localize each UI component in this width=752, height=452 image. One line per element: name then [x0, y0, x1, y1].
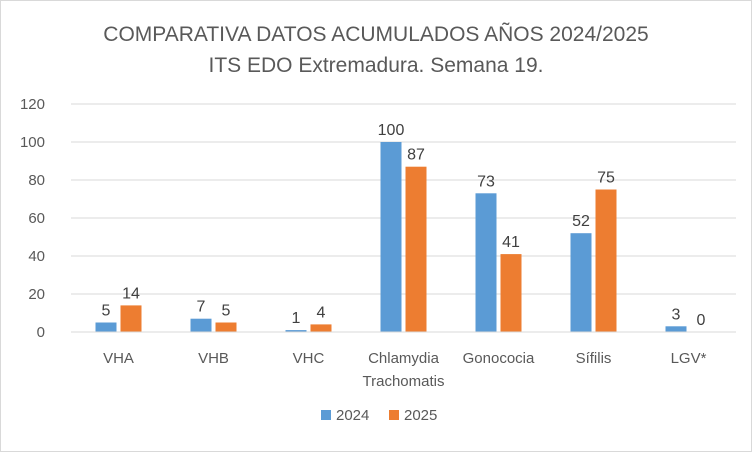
data-label: 75 [597, 170, 615, 187]
bar-2024-4 [475, 193, 497, 332]
bar-2024-6 [665, 326, 687, 332]
data-label: 73 [477, 173, 495, 190]
y-tick-label: 120 [20, 96, 45, 113]
data-label: 1 [292, 310, 301, 327]
data-label: 3 [672, 306, 681, 323]
bar-2025-5 [595, 189, 617, 332]
chart-title: COMPARATIVA DATOS ACUMULADOS AÑOS 2024/2… [103, 22, 648, 46]
x-tick-label: VHC [293, 350, 325, 367]
bar-2025-2 [310, 324, 332, 332]
chart-subtitle: ITS EDO Extremadura. Semana 19. [209, 54, 544, 77]
x-tick-label: Gonococia [463, 350, 535, 367]
bar-2024-5 [570, 233, 592, 332]
data-label: 7 [197, 299, 206, 316]
bar-2025-4 [500, 254, 522, 332]
data-label: 52 [572, 213, 590, 230]
y-tick-label: 0 [37, 324, 45, 341]
x-tick-label: Chlamydia [368, 350, 440, 367]
data-label: 100 [378, 122, 405, 139]
x-tick-label: VHA [103, 350, 134, 367]
data-label: 41 [502, 234, 520, 251]
x-tick-label: Sífilis [576, 350, 612, 367]
data-label: 87 [407, 147, 425, 164]
data-label: 0 [697, 312, 706, 329]
legend-swatch-2024 [321, 410, 331, 420]
data-label: 14 [122, 285, 140, 302]
y-axis-ticks: 0 20 40 60 80 100 120 [20, 96, 45, 341]
bars [95, 142, 687, 332]
legend-swatch-2025 [389, 410, 399, 420]
data-label: 5 [222, 303, 231, 320]
x-axis: VHA VHB VHC Chlamydia Trachomatis Gonococia Sí… [71, 331, 736, 390]
x-tick-label: VHB [198, 350, 229, 367]
bar-2025-0 [120, 305, 142, 332]
x-tick-label: Trachomatis [363, 373, 445, 390]
y-tick-label: 20 [28, 286, 45, 303]
bar-2024-3 [380, 142, 402, 332]
legend-label: 2024 [336, 407, 369, 424]
bar-2024-0 [95, 322, 117, 332]
data-label: 5 [102, 303, 111, 320]
gridlines [71, 103, 736, 295]
bar-2024-1 [190, 318, 212, 332]
y-tick-label: 60 [28, 210, 45, 227]
y-tick-label: 40 [28, 248, 45, 265]
bar-2025-1 [215, 322, 237, 332]
data-label: 4 [317, 304, 326, 321]
legend: 2024 2025 [321, 407, 437, 424]
y-tick-label: 80 [28, 172, 45, 189]
legend-label: 2025 [404, 407, 437, 424]
bar-2024-2 [285, 330, 307, 332]
x-tick-label: LGV* [671, 350, 707, 367]
y-tick-label: 100 [20, 134, 45, 151]
bar-2025-3 [405, 166, 427, 332]
